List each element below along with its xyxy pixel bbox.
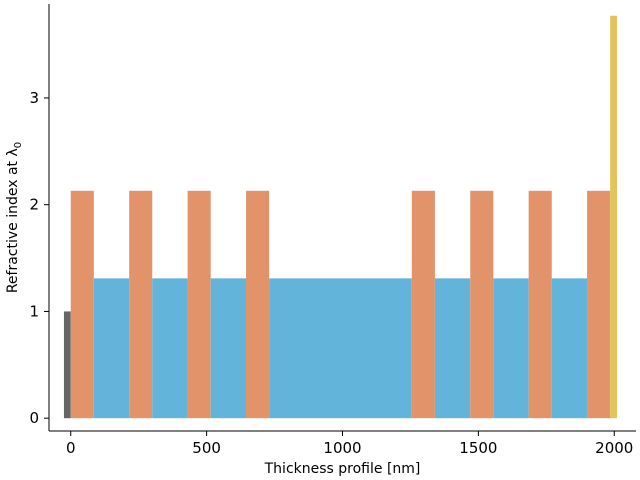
bars-group <box>63 15 617 419</box>
layer-bar-12-low_index <box>493 278 529 419</box>
layer-bar-16-ambient <box>610 15 617 419</box>
layer-bar-1-high_index <box>70 190 94 419</box>
layer-bar-6-low_index <box>210 278 247 419</box>
layer-bar-0-substrate <box>63 311 71 419</box>
y-axis-label-main: Refractive index at λ <box>5 148 21 293</box>
y-axis-label-subscript: 0 <box>13 142 24 148</box>
layer-bar-2-low_index <box>93 278 130 419</box>
layer-bar-4-low_index <box>152 278 188 419</box>
y-tick-label: 3 <box>29 89 39 107</box>
x-tick-label: 2000 <box>595 439 633 457</box>
y-ticks-group: 0 1 2 3 <box>29 89 49 427</box>
layer-bar-13-high_index <box>528 190 552 419</box>
layer-bar-3-high_index <box>129 190 153 419</box>
y-tick-label: 1 <box>29 302 39 320</box>
x-ticks-group: 0 500 1000 1500 2000 <box>66 431 633 457</box>
layer-bar-8-low_index <box>269 278 412 419</box>
y-tick-label: 2 <box>29 196 39 214</box>
y-tick-label: 0 <box>29 409 39 427</box>
x-tick-label: 1000 <box>323 439 361 457</box>
layer-bar-11-high_index <box>470 190 494 419</box>
x-tick-label: 1500 <box>459 439 497 457</box>
x-axis-label: Thickness profile [nm] <box>264 461 421 477</box>
x-tick-label: 500 <box>192 439 221 457</box>
layer-bar-5-high_index <box>187 190 211 419</box>
y-axis-label: Refractive index at λ0 <box>5 142 24 293</box>
layer-bar-10-low_index <box>434 278 471 419</box>
layer-bar-9-high_index <box>411 190 435 419</box>
x-tick-label: 0 <box>66 439 76 457</box>
layer-bar-14-low_index <box>551 278 588 419</box>
layer-bar-15-high_index <box>587 190 611 419</box>
layer-bar-7-high_index <box>246 190 270 419</box>
